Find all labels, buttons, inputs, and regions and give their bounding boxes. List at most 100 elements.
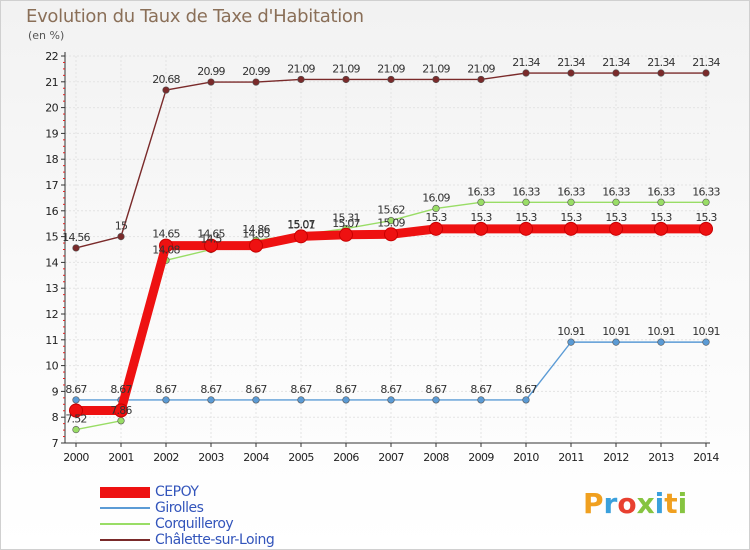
- x-tick-label: 2009: [468, 451, 494, 464]
- legend-swatch-cepoy: [100, 486, 150, 498]
- data-point-3: [477, 75, 485, 84]
- logo-letter: i: [654, 487, 665, 520]
- y-tick-label: 17: [45, 179, 58, 192]
- legend-item-chalette: Châlette-sur-Loing: [100, 532, 275, 548]
- data-label-2: 16.33: [692, 185, 720, 198]
- logo-letter: i: [677, 487, 688, 520]
- y-tick-label: 9: [52, 385, 59, 398]
- data-label-3: 21.09: [287, 62, 315, 75]
- data-label-0: 15.07: [332, 217, 360, 230]
- proxiti-logo: Proxiti: [583, 487, 687, 520]
- data-label-3: 21.34: [557, 56, 585, 69]
- data-label-3: 21.34: [512, 56, 540, 69]
- logo-letter: P: [583, 487, 604, 520]
- data-point-3: [522, 69, 530, 77]
- x-tick-label: 2011: [558, 451, 584, 464]
- logo-letter: t: [664, 487, 678, 520]
- legend-item-corquilleroy: Corquilleroy: [100, 516, 274, 532]
- x-tick-label: 2010: [513, 451, 539, 464]
- y-tick-label: 13: [45, 282, 58, 295]
- data-label-3: 14.56: [62, 231, 90, 244]
- data-label-2: 16.33: [467, 185, 495, 198]
- x-tick-label: 2006: [333, 451, 359, 464]
- data-label-2: 15.31: [332, 212, 360, 225]
- data-label-2: 16.33: [647, 185, 675, 198]
- data-label-3: 21.34: [647, 56, 675, 69]
- data-point-0: [609, 221, 623, 236]
- x-tick-label: 2004: [243, 451, 269, 464]
- y-tick-label: 16: [45, 205, 58, 218]
- data-label-1: 8.67: [245, 383, 267, 396]
- legend-label-girolles: Girolles: [155, 500, 204, 516]
- data-point-1: [432, 396, 440, 404]
- data-label-0: 14.65: [242, 228, 270, 241]
- data-label-1: 10.91: [692, 325, 720, 338]
- data-label-2: 15.62: [377, 204, 405, 217]
- data-label-2: 16.33: [557, 185, 585, 198]
- data-point-1: [207, 396, 215, 404]
- data-label-0: 15.3: [515, 211, 537, 224]
- data-point-0: [69, 403, 83, 418]
- y-tick-label: 21: [45, 76, 58, 89]
- data-label-3: 20.99: [197, 65, 225, 78]
- x-tick-label: 2003: [198, 451, 224, 464]
- data-point-0: [564, 221, 578, 236]
- data-point-2: [657, 198, 665, 206]
- data-label-2: 16.33: [512, 185, 540, 198]
- data-point-3: [207, 78, 215, 86]
- data-point-2: [117, 417, 125, 425]
- x-tick-label: 2005: [288, 451, 314, 464]
- data-point-0: [204, 238, 218, 253]
- data-label-2: 15.07: [287, 218, 315, 231]
- data-label-2: 14.5: [200, 233, 222, 246]
- data-label-0: 15.3: [605, 211, 627, 224]
- data-label-1: 8.67: [515, 383, 537, 396]
- data-point-3: [567, 69, 575, 77]
- data-point-1: [342, 396, 350, 404]
- data-label-3: 20.68: [152, 73, 180, 86]
- data-point-2: [702, 198, 710, 206]
- data-label-1: 8.67: [110, 383, 132, 396]
- data-point-0: [519, 221, 533, 236]
- x-tick-label: 2002: [153, 451, 179, 464]
- data-point-1: [522, 396, 530, 404]
- data-point-0: [429, 221, 443, 236]
- y-tick-label: 12: [45, 308, 58, 321]
- data-point-1: [657, 338, 665, 346]
- legend-swatch-girolles: [100, 507, 150, 509]
- data-label-2: 7.86: [110, 404, 132, 417]
- legend-item-cepoy: CEPOY: [100, 484, 274, 500]
- y-tick-label: 14: [45, 256, 58, 269]
- y-tick-label: 7: [52, 437, 59, 450]
- data-label-2: 16.09: [422, 191, 450, 204]
- chart-subtitle: (en %): [28, 29, 65, 42]
- data-point-2: [477, 198, 485, 206]
- x-tick-label: 2000: [63, 451, 89, 464]
- legend-label-chalette: Châlette-sur-Loing: [155, 532, 275, 548]
- data-point-1: [162, 396, 170, 404]
- data-label-2: 7.52: [65, 413, 86, 426]
- series-layer: [69, 69, 713, 434]
- y-tick-label: 15: [45, 231, 58, 244]
- data-label-3: 21.09: [332, 62, 360, 75]
- data-label-1: 10.91: [647, 325, 675, 338]
- data-point-0: [699, 221, 713, 236]
- data-label-3: 21.09: [422, 62, 450, 75]
- data-label-0: 15.01: [287, 218, 315, 231]
- data-point-3: [612, 69, 620, 77]
- data-point-2: [522, 198, 530, 206]
- data-point-1: [252, 396, 260, 404]
- data-point-0: [474, 221, 488, 236]
- data-label-2: 14.86: [242, 223, 270, 236]
- data-label-1: 8.67: [200, 383, 222, 396]
- data-point-0: [159, 238, 173, 253]
- data-label-1: 8.67: [470, 383, 492, 396]
- data-point-2: [612, 198, 620, 206]
- data-point-0: [339, 227, 353, 242]
- data-label-1: 10.91: [602, 325, 630, 338]
- y-tick-label: 22: [45, 50, 58, 63]
- data-point-2: [387, 217, 395, 225]
- y-tick-label: 19: [45, 127, 58, 140]
